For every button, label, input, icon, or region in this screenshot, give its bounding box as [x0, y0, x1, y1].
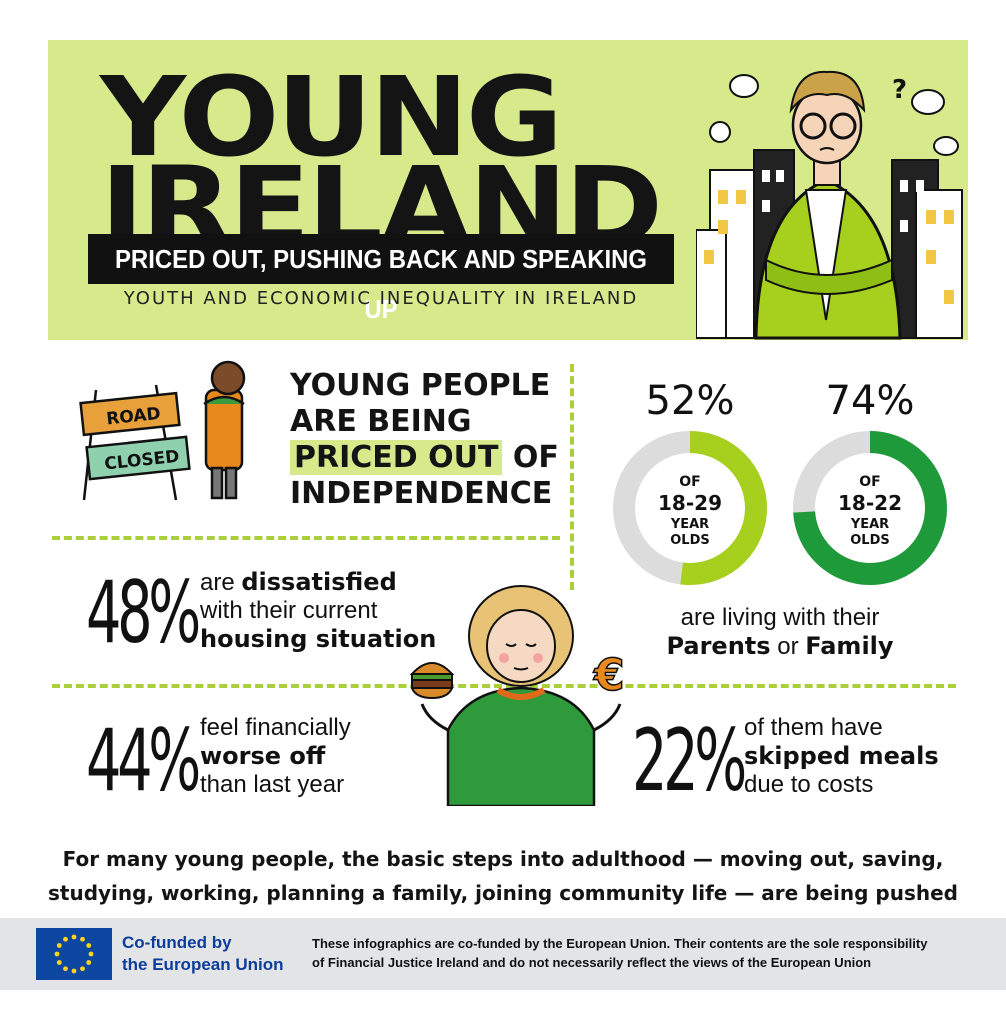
disclaimer-line2: of Financial Justice Ireland and do not …	[312, 955, 872, 970]
footer	[0, 918, 1006, 990]
stat-48-bold2: housing situation	[200, 625, 437, 653]
priced-out-heading: YOUNG PEOPLE ARE BEING PRICED OUT OF IND…	[290, 368, 559, 512]
heading-line2: ARE BEING	[290, 404, 472, 439]
donut-arc	[793, 431, 947, 585]
stat-22-line1: of them have	[744, 714, 883, 741]
cofunded-line1: Co-funded by	[122, 933, 232, 952]
donut-inner-text: YEAR	[670, 517, 709, 532]
svg-text:€: €	[593, 650, 625, 701]
city-person-illustration: ?	[696, 70, 963, 340]
cofunded-line2: the European Union	[122, 955, 284, 974]
divider-middle	[52, 684, 956, 688]
divider-left	[52, 536, 560, 540]
caption-family: Family	[805, 632, 894, 660]
donut-inner-text: OLDS	[670, 533, 710, 548]
heading-line3: PRICED OUT OF	[290, 440, 559, 476]
donut-inner-text: OLDS	[850, 533, 890, 548]
stat-44-value: 44%	[86, 711, 201, 811]
road-closed-illustration: ROAD CLOSED	[79, 360, 246, 501]
stat-48-text: are dissatisfied with their current hous…	[200, 568, 436, 654]
girl-burger-euro-illustration: €	[409, 585, 625, 806]
stat-22-text: of them have skipped meals due to costs	[744, 714, 939, 799]
stat-44-line1: feel financially	[200, 714, 351, 741]
subtitle-bar	[88, 234, 674, 284]
stat-22-value: 22%	[632, 711, 747, 811]
stat-48-line2: with their current	[200, 597, 378, 624]
tagline: YOUTH AND ECONOMIC INEQUALITY IN IRELAND	[123, 288, 639, 309]
heading-of: OF	[512, 440, 559, 475]
stat-44-line3: than last year	[200, 771, 345, 798]
caption-or: or	[777, 633, 799, 660]
eu-flag-icon	[36, 928, 112, 980]
heading-line1: YOUNG PEOPLE	[290, 368, 551, 403]
cofunded-label: Co-funded by the European Union	[122, 932, 284, 976]
caption-line1: are living with their	[680, 604, 880, 631]
heading-line4: INDEPENDENCE	[290, 476, 553, 511]
stat-44-text: feel financially worse off than last yea…	[200, 714, 351, 799]
donut-percent-label: 52%	[646, 378, 735, 424]
divider-vertical	[570, 364, 574, 590]
donut-inner-text: OF	[679, 474, 700, 490]
stat-22-line3: due to costs	[744, 771, 874, 798]
stat-48-bold1: dissatisfied	[241, 568, 397, 596]
disclaimer-line1: These infographics are co-funded by the …	[312, 936, 928, 951]
stat-48-pre: are	[200, 569, 235, 596]
donut-inner-text: 18-29	[658, 491, 722, 515]
subtitle: PRICED OUT, PUSHING BACK AND SPEAKING UP	[114, 244, 648, 324]
heading-highlight: PRICED OUT	[290, 440, 503, 475]
caption-parents: Parents	[666, 632, 771, 660]
title-young: YOUNG	[100, 53, 563, 181]
donut-percent-label: 74%	[826, 378, 915, 424]
stat-44-bold: worse off	[200, 742, 326, 770]
stat-48-value: 48%	[86, 563, 201, 663]
disclaimer: These infographics are co-funded by the …	[312, 934, 927, 972]
donut-caption: are living with their Parents or Family	[600, 604, 960, 661]
donut-inner-text: 18-22	[838, 491, 902, 515]
donut-arc	[613, 431, 767, 585]
svg-text:?: ?	[892, 75, 907, 105]
donut-inner-text: YEAR	[850, 517, 889, 532]
donut-inner-text: OF	[859, 474, 880, 490]
stat-22-bold: skipped meals	[744, 742, 939, 770]
